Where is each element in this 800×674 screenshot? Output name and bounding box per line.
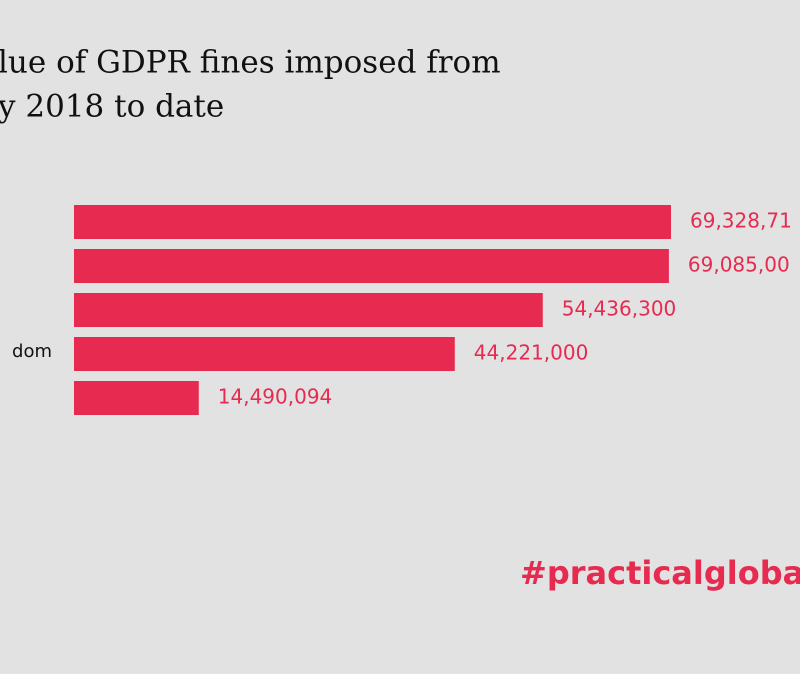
bar	[74, 249, 669, 283]
value-label: 54,436,300	[562, 297, 677, 321]
value-label: 14,490,094	[218, 385, 333, 409]
category-label: dom	[12, 341, 52, 362]
value-label: 69,328,71	[690, 209, 792, 233]
bar	[74, 337, 455, 371]
bar	[74, 205, 671, 239]
bar	[74, 381, 199, 415]
hashtag: #practicalglobal	[520, 554, 800, 592]
chart-title: lue of GDPR fines imposed from	[0, 45, 501, 81]
bar	[74, 293, 543, 327]
chart-title: y 2018 to date	[0, 89, 224, 125]
value-label: 69,085,00	[688, 253, 790, 277]
value-label: 44,221,000	[474, 341, 589, 365]
